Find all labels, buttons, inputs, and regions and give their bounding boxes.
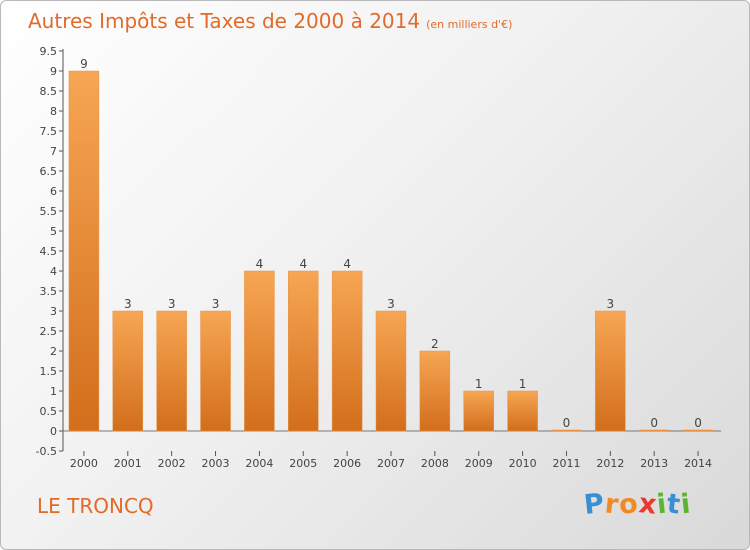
y-tick-label: 5.5 <box>40 205 58 218</box>
y-tick-label: 3.5 <box>40 285 58 298</box>
logo-letter: i <box>679 488 694 521</box>
y-tick-label: 1 <box>50 385 57 398</box>
y-tick-label: 8.5 <box>40 85 58 98</box>
x-tick-label: 2003 <box>202 457 230 470</box>
data-label: 4 <box>256 257 264 271</box>
x-tick-label: 2007 <box>377 457 405 470</box>
y-tick-label: 3 <box>50 305 57 318</box>
data-label: 3 <box>124 297 132 311</box>
y-tick-label: 2.5 <box>40 325 58 338</box>
x-tick-label: 2006 <box>333 457 361 470</box>
y-tick-label: 7 <box>50 145 57 158</box>
bar-2007 <box>375 310 407 432</box>
y-tick-label: 0 <box>50 425 57 438</box>
title-text: Autres Impôts et Taxes de 2000 à 2014 <box>28 9 421 33</box>
bar-2011 <box>551 429 582 432</box>
x-tick-label: 2005 <box>289 457 317 470</box>
proxiti-logo: Proxiti <box>582 488 694 521</box>
y-tick-label: 1.5 <box>40 365 58 378</box>
x-tick-label: 2002 <box>158 457 186 470</box>
bar-2012 <box>595 310 626 432</box>
y-tick-label: 6 <box>50 185 57 198</box>
data-label: 0 <box>650 416 658 430</box>
data-label: 3 <box>168 297 176 311</box>
y-tick-label: -0.5 <box>36 445 57 458</box>
data-label: 3 <box>212 297 220 311</box>
data-label: 1 <box>475 377 483 391</box>
x-tick-label: 2004 <box>245 457 273 470</box>
bars <box>68 70 714 432</box>
bar-2002 <box>156 310 187 432</box>
bar-2000 <box>68 70 100 432</box>
bar-2003 <box>200 310 231 432</box>
x-tick-label: 2013 <box>640 457 668 470</box>
chart-subtitle: (en milliers d'€) <box>426 18 513 31</box>
y-tick-label: 6.5 <box>40 165 58 178</box>
axes: -0.5 0 0.5 1 1.5 2 2.5 3 3.5 4 4.5 5 5.5 6 6.5 7 7.5 8 8.5… <box>36 45 721 458</box>
bar-2006 <box>331 270 363 432</box>
x-tick-label: 2011 <box>552 457 580 470</box>
data-label: 0 <box>694 416 702 430</box>
y-tick-label: 9 <box>50 65 57 78</box>
bar-2013 <box>638 429 670 432</box>
data-label: 1 <box>519 377 527 391</box>
y-tick-label: 2 <box>50 345 57 358</box>
data-label: 9 <box>80 57 88 71</box>
bar-2005 <box>288 270 319 432</box>
chart-title: Autres Impôts et Taxes de 2000 à 2014 (en… <box>28 9 512 33</box>
data-label: 0 <box>563 416 571 430</box>
x-tick-label: 2009 <box>465 457 493 470</box>
bar-2010 <box>507 390 538 432</box>
data-label: 4 <box>299 257 307 271</box>
x-tick-label: 2012 <box>596 457 624 470</box>
data-label: 3 <box>607 297 615 311</box>
bar-2004 <box>244 270 275 432</box>
x-tick-label: 2014 <box>684 457 712 470</box>
labels: 9200032001320023200342004420054200632007… <box>70 57 712 470</box>
x-tick-label: 2000 <box>70 457 98 470</box>
x-tick-label: 2001 <box>114 457 142 470</box>
y-tick-label: 5 <box>50 225 57 238</box>
place-name: LE TRONCQ <box>37 494 154 518</box>
x-tick-label: 2010 <box>509 457 537 470</box>
bar-2009 <box>463 390 494 432</box>
bar-2001 <box>112 310 144 432</box>
y-tick-label: 9.5 <box>40 45 58 58</box>
data-label: 3 <box>387 297 395 311</box>
bar-2014 <box>682 429 714 432</box>
data-label: 2 <box>431 337 439 351</box>
x-tick-label: 2008 <box>421 457 449 470</box>
y-tick-label: 4 <box>50 265 57 278</box>
data-label: 4 <box>343 257 351 271</box>
y-tick-label: 0.5 <box>40 405 58 418</box>
y-tick-label: 7.5 <box>40 125 58 138</box>
bar-2008 <box>419 350 451 432</box>
y-tick-label: 4.5 <box>40 245 58 258</box>
y-tick-label: 8 <box>50 105 57 118</box>
